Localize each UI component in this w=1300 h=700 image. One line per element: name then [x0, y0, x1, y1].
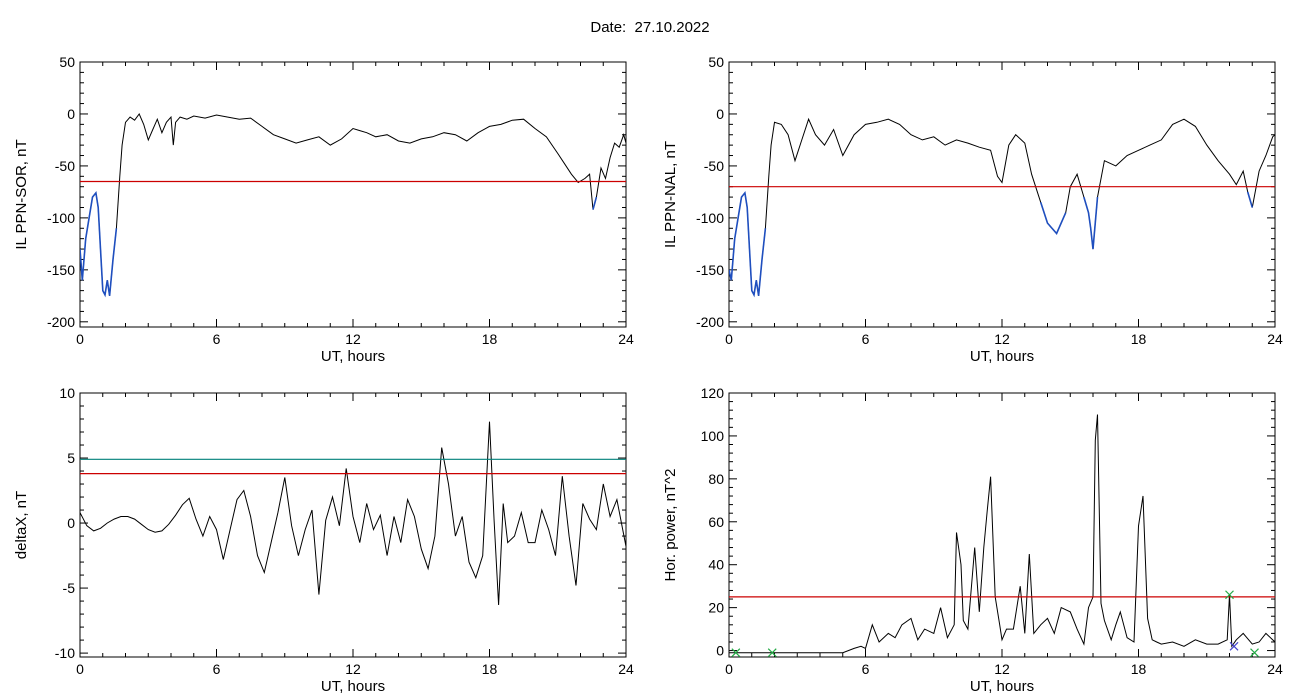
chart-panel-top-right: 0 6 12 18 24 50 0 -50 -100 -150 -200 UT, hours IL PP…: [662, 54, 1283, 365]
y-tick-label: 50: [59, 54, 75, 70]
x-tick-label: 6: [862, 661, 870, 677]
y-tick-label: -5: [63, 580, 76, 596]
x-tick-label: 12: [994, 331, 1010, 347]
x-tick-label: 24: [618, 661, 634, 677]
event-marker-stroke: [1225, 590, 1234, 600]
y-axis-label: IL PPN-SOR, nT: [13, 139, 30, 249]
data-series-line: [729, 414, 1275, 654]
x-tick-label: 18: [482, 661, 498, 677]
x-axis-label: UT, hours: [970, 348, 1034, 365]
y-tick-label: 10: [59, 385, 75, 401]
y-tick-label: 50: [708, 54, 724, 70]
below-threshold-segment: [1246, 191, 1254, 208]
below-threshold-segment: [80, 190, 118, 298]
y-tick-label: -150: [696, 262, 724, 278]
plot-frame: [728, 61, 1276, 328]
data-series-line: [729, 117, 1275, 297]
x-tick-label: 24: [1267, 331, 1283, 347]
x-axis-label: UT, hours: [321, 348, 385, 365]
y-tick-label: 5: [67, 450, 75, 466]
y-axis-label: IL PPN-NAL, nT: [662, 141, 679, 248]
y-tick-label: 80: [708, 471, 724, 487]
x-tick-label: 0: [76, 661, 84, 677]
y-tick-label: 60: [708, 514, 724, 530]
y-tick-label: 40: [708, 557, 724, 573]
y-tick-label: 120: [701, 385, 725, 401]
x-tick-label: 12: [345, 331, 361, 347]
event-marker: [731, 648, 741, 658]
x-tick-label: 6: [213, 331, 221, 347]
event-marker: [767, 648, 777, 658]
x-tick-label: 6: [862, 331, 870, 347]
event-marker: [1250, 648, 1259, 658]
chart-panel-bottom-right: 0 6 12 18 24 120 100 80 60 40 20 0 UT, hours Hor. pow…: [662, 385, 1283, 695]
plot-frame: [728, 392, 1276, 658]
event-marker-stroke: [767, 648, 777, 658]
x-tick-label: 12: [345, 661, 361, 677]
x-tick-label: 18: [1131, 331, 1147, 347]
y-axis-label: Hor. power, nT^2: [662, 469, 679, 582]
y-tick-label: 0: [716, 643, 724, 659]
y-tick-label: 0: [716, 106, 724, 122]
y-tick-label: 100: [701, 428, 725, 444]
y-tick-label: -50: [704, 158, 724, 174]
below-threshold-segment: [592, 196, 598, 210]
x-axis-label: UT, hours: [970, 678, 1034, 695]
x-tick-label: 0: [725, 331, 733, 347]
y-tick-label: -100: [696, 210, 724, 226]
event-marker: [1225, 590, 1234, 600]
y-tick-label: -10: [55, 645, 75, 661]
event-marker: [1229, 641, 1239, 651]
y-tick-label: 0: [67, 106, 75, 122]
chart-panel-bottom-left: 0 6 12 18 24 10 5 0 -5 -10 UT, hours deltaX, nT: [13, 385, 634, 695]
chart-panel-top-left: 0 6 12 18 24 50 0 -50 -100 -150 -200 UT, hours IL PP…: [13, 54, 634, 365]
y-tick-label: -150: [47, 262, 75, 278]
y-tick-label: -50: [55, 158, 75, 174]
x-axis-label: UT, hours: [321, 678, 385, 695]
plot-frame: [79, 61, 627, 328]
date-label: Date: 27.10.2022: [590, 19, 710, 36]
y-tick-label: -100: [47, 210, 75, 226]
event-marker-stroke: [1229, 641, 1239, 651]
x-tick-label: 24: [618, 331, 634, 347]
plot-frame: [79, 392, 627, 658]
below-threshold-segment: [729, 190, 767, 298]
event-marker-stroke: [1250, 648, 1259, 658]
x-tick-label: 24: [1267, 661, 1283, 677]
y-tick-label: -200: [47, 314, 75, 330]
x-tick-label: 6: [213, 661, 221, 677]
y-tick-label: 0: [67, 515, 75, 531]
x-tick-label: 18: [482, 331, 498, 347]
data-series-line: [80, 113, 626, 297]
plot-area: [729, 414, 1275, 654]
below-threshold-segment: [1039, 202, 1067, 235]
x-tick-label: 12: [994, 661, 1010, 677]
below-threshold-segment: [1083, 196, 1099, 250]
data-series-line: [80, 421, 626, 606]
x-tick-label: 0: [76, 331, 84, 347]
y-axis-label: deltaX, nT: [13, 491, 30, 559]
y-tick-label: 20: [708, 600, 724, 616]
plot-area: [80, 421, 626, 606]
plot-area: [729, 117, 1275, 298]
x-tick-label: 18: [1131, 661, 1147, 677]
y-tick-label: -200: [696, 314, 724, 330]
plot-area: [80, 113, 626, 298]
x-tick-label: 0: [725, 661, 733, 677]
event-marker-stroke: [731, 648, 741, 658]
